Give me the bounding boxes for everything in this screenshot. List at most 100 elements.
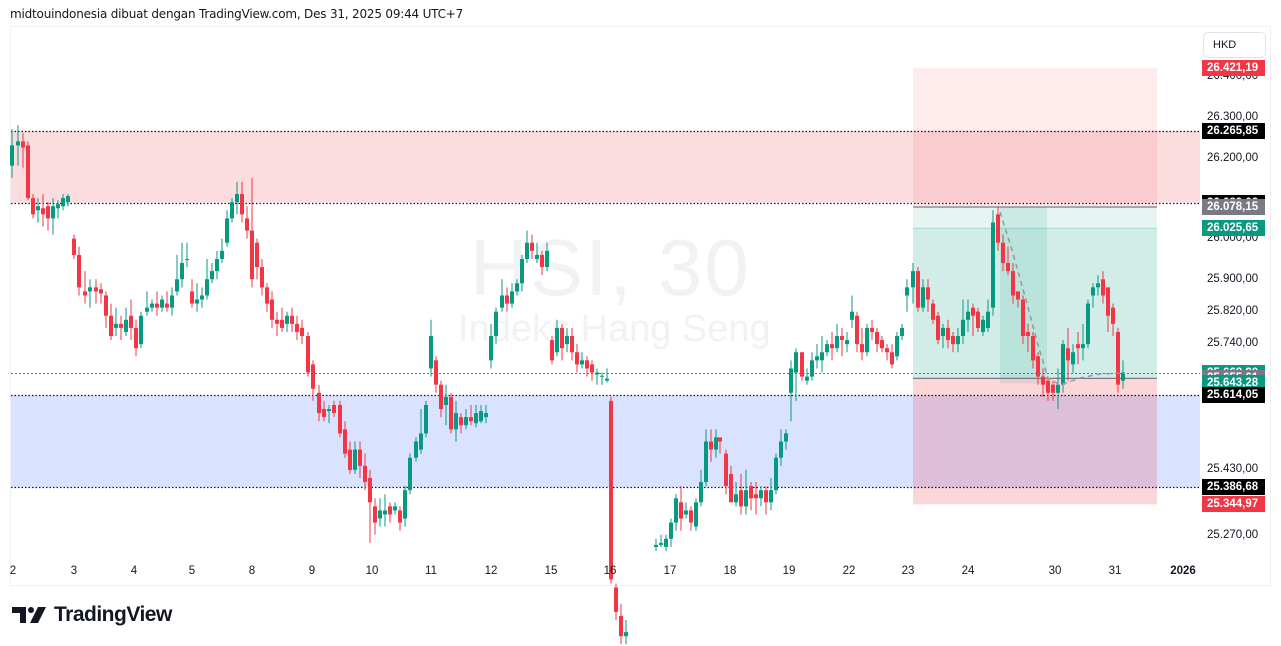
candle-body <box>911 271 915 288</box>
candle-body <box>230 202 234 219</box>
tradingview-logo[interactable]: TradingView <box>12 603 172 627</box>
candle-body <box>905 287 909 296</box>
candle-body <box>383 510 387 515</box>
candle-body <box>494 311 498 337</box>
time-axis-tick: 15 <box>544 565 558 577</box>
candle-body <box>1081 344 1085 349</box>
price-axis-tick: 25.740,00 <box>1207 337 1259 349</box>
candle-body <box>860 344 864 353</box>
candle-body <box>1121 372 1125 381</box>
candle-body <box>855 315 859 345</box>
candle-body <box>414 441 418 458</box>
candle-body <box>724 453 728 487</box>
candle-body <box>1056 384 1060 393</box>
candle-body <box>689 510 693 523</box>
candle-body <box>398 510 402 523</box>
candle-body <box>88 287 92 292</box>
candle-body <box>1106 287 1110 316</box>
price-tag-value: 26.265,85 <box>1207 124 1259 137</box>
candle-body <box>580 360 584 365</box>
candle-body <box>850 311 854 320</box>
candle-body <box>764 490 768 503</box>
candle-body <box>1031 336 1035 361</box>
candle-body <box>484 413 488 418</box>
candle-body <box>659 542 663 545</box>
candle-body <box>585 360 589 369</box>
candle-body <box>195 299 199 304</box>
candle-body <box>779 441 783 458</box>
time-axis-tick: 5 <box>188 565 196 577</box>
time-axis-tick: 23 <box>901 565 915 577</box>
candle-body <box>61 198 65 207</box>
candle-body <box>754 494 758 499</box>
candle-body <box>464 417 468 426</box>
candle-body <box>245 218 249 231</box>
candle-body <box>139 315 143 345</box>
candle-body <box>338 404 342 434</box>
candle-body <box>870 327 874 332</box>
candle-body <box>479 411 483 422</box>
candle-body <box>46 206 50 219</box>
candle-body <box>1071 352 1075 365</box>
candle-body <box>966 311 970 320</box>
candle-body <box>459 417 463 426</box>
candle-body <box>805 376 809 381</box>
candle-body <box>393 506 397 511</box>
candle-body <box>134 327 138 349</box>
candle-body <box>921 287 925 308</box>
candle-body <box>235 194 239 203</box>
candle-body <box>170 295 174 308</box>
time-axis-tick: 19 <box>782 565 796 577</box>
candle-body <box>931 303 935 320</box>
candle-body <box>525 242 529 259</box>
candle-body <box>295 323 299 332</box>
candle-body <box>474 413 478 424</box>
price-tag-value: 25.386,68 <box>1207 481 1259 494</box>
candle-body <box>99 289 103 294</box>
price-tag-value: 25.614,05 <box>1207 389 1259 402</box>
time-axis-tick: 16 <box>603 565 617 577</box>
candle-body <box>306 336 310 373</box>
symbol-watermark: HSI, 30 <box>470 223 751 312</box>
candle-body <box>560 327 564 349</box>
candle-body <box>709 441 713 450</box>
candle-body <box>343 429 347 454</box>
candle-body <box>225 218 229 243</box>
supply-zone <box>11 130 1200 203</box>
time-axis-tick: 3 <box>70 565 78 577</box>
candle-body <box>875 331 879 345</box>
candle-body <box>749 486 753 499</box>
candle-body <box>704 441 708 483</box>
candle-body <box>590 364 594 373</box>
time-axis-tick: 9 <box>308 565 316 577</box>
candle-body <box>505 295 509 304</box>
candle-body <box>614 587 618 612</box>
candle-body <box>865 327 869 353</box>
candle-body <box>1076 344 1080 349</box>
candle-body <box>619 615 623 637</box>
candle-body <box>654 544 658 547</box>
time-axis-tick: 30 <box>1048 565 1062 577</box>
price-tag: 26.265,85 <box>1202 122 1265 139</box>
candle-body <box>290 315 294 324</box>
price-axis-tick: 25.900,00 <box>1207 273 1259 285</box>
candle-body <box>408 457 412 491</box>
candle-body <box>489 336 493 361</box>
candle-body <box>185 258 189 260</box>
currency-selector[interactable]: HKD <box>1203 32 1266 58</box>
candle-body <box>540 254 544 268</box>
time-axis-tick: 24 <box>961 565 975 577</box>
candle-body <box>378 510 382 519</box>
candle-body <box>265 287 269 304</box>
candle-body <box>1041 376 1045 385</box>
candle-body <box>317 392 321 414</box>
candle-body <box>1001 242 1005 264</box>
candle-body <box>368 477 372 503</box>
price-axis-tick: 26.200,00 <box>1207 152 1259 164</box>
candle-body <box>165 303 169 308</box>
price-tag-value: 26.078,15 <box>1207 200 1259 213</box>
candle-body <box>200 295 204 300</box>
candle-body <box>600 375 604 377</box>
price-tag: 26.421,19 <box>1202 59 1265 76</box>
